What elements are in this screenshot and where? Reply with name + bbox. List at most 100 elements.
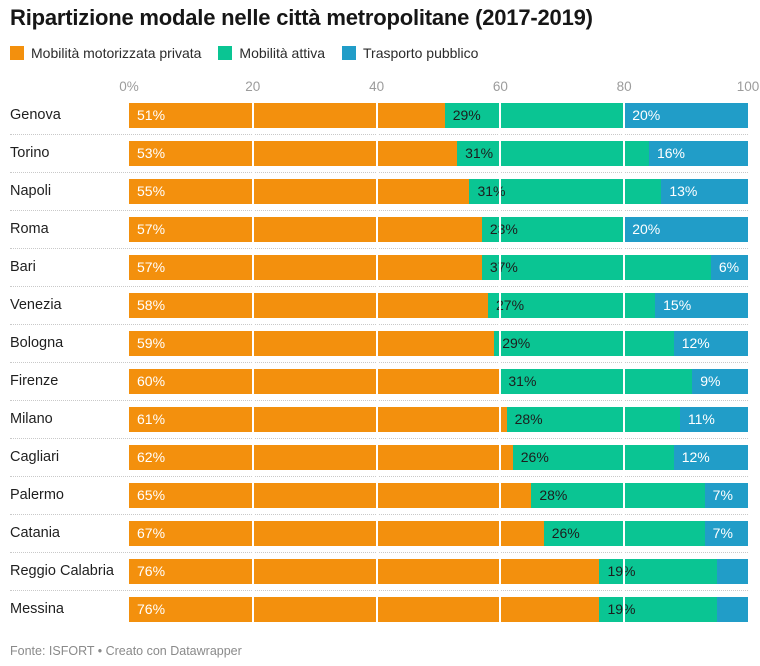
segment-value-label: 7% [712,487,733,503]
segment-value-label: 51% [137,107,166,123]
bar-segment[interactable]: 9% [692,369,748,394]
stacked-bar: 76% 19% [129,559,748,584]
legend-item-trasporto-pubblico: Trasporto pubblico [342,45,478,61]
bar-segment[interactable] [717,559,748,584]
bar-segment[interactable]: 19% [599,597,718,622]
axis-tick-label: 40 [369,79,385,94]
segment-value-label: 15% [663,297,692,313]
legend-item-label: Mobilità motorizzata privata [31,45,202,61]
stacked-bar: 67% 26% 7% [129,521,748,546]
chart-row: Palermo 65% 28% 7% [10,483,748,521]
bar-segment[interactable]: 13% [661,179,748,204]
bar-segment[interactable]: 28% [531,483,705,508]
segment-value-label: 55% [137,183,166,199]
category-label: Cagliari [10,449,60,465]
bar-segment[interactable]: 16% [648,141,748,166]
bar-segment[interactable]: 37% [481,255,711,280]
bar-segment[interactable]: 65% [129,483,532,508]
bar-segment[interactable]: 20% [624,103,748,128]
category-label: Firenze [10,373,59,389]
bar-segment[interactable]: 76% [129,559,600,584]
axis-tick-label: 0% [119,79,139,94]
bar-segment[interactable]: 7% [704,483,748,508]
segment-value-label: 28% [539,487,568,503]
segment-value-label: 26% [551,525,580,541]
bar-segment[interactable]: 28% [506,407,680,432]
legend-item-mobilita-motorizzata-privata: Mobilità motorizzata privata [10,45,201,61]
segment-value-label: 29% [452,107,481,123]
bar-segment[interactable]: 6% [710,255,748,280]
bar-segment[interactable]: 57% [129,217,482,242]
bar-segment[interactable]: 31% [457,141,649,166]
category-label: Palermo [10,487,64,503]
segment-value-label: 58% [137,297,166,313]
segment-value-label: 61% [137,411,166,427]
bar-segment[interactable]: 57% [129,255,482,280]
stacked-bar: 55% 31% 13% [129,179,748,204]
segment-value-label: 67% [137,525,166,541]
chart-row: Roma 57% 23% 20% [10,217,748,255]
bar-segment[interactable]: 23% [481,217,625,242]
segment-value-label: 26% [520,449,549,465]
segment-value-label: 31% [477,183,506,199]
bar-segment[interactable]: 26% [512,445,674,470]
chart-row: Genova 51% 29% 20% [10,103,748,141]
bar-segment[interactable]: 11% [679,407,748,432]
bar-segment[interactable]: 27% [488,293,656,318]
bar-segment[interactable]: 62% [129,445,513,470]
legend-swatch-orange-icon [10,46,24,60]
bar-segment[interactable]: 55% [129,179,470,204]
segment-value-label: 6% [718,259,740,275]
chart-row: Firenze 60% 31% 9% [10,369,748,407]
category-label: Venezia [10,297,62,313]
bar-segment[interactable]: 26% [543,521,705,546]
bar-segment[interactable]: 51% [129,103,445,128]
bar-segment[interactable]: 31% [500,369,693,394]
footer-attribution: Fonte: ISFORT • Creato con Datawrapper [10,644,242,658]
segment-value-label: 9% [700,373,721,389]
bar-segment[interactable] [717,597,748,622]
segment-value-label: 37% [489,259,518,275]
chart-row: Napoli 55% 31% 13% [10,179,748,217]
chart-row: Venezia 58% 27% 15% [10,293,748,331]
bar-segment[interactable]: 12% [673,445,748,470]
bar-segment[interactable]: 58% [129,293,489,318]
segment-value-label: 12% [681,335,710,351]
bar-segment[interactable]: 19% [599,559,718,584]
bar-segment[interactable]: 20% [624,217,748,242]
segment-value-label: 29% [502,335,531,351]
bar-segment[interactable]: 67% [129,521,544,546]
segment-value-label: 28% [514,411,543,427]
legend: Mobilità motorizzata privata Mobilità at… [10,45,478,61]
segment-value-label: 57% [137,259,166,275]
axis-tick-label: 100 [736,79,760,94]
bar-segment[interactable]: 76% [129,597,600,622]
bar-segment[interactable]: 53% [129,141,458,166]
bar-segment[interactable]: 29% [444,103,625,128]
segment-value-label: 13% [669,183,698,199]
chart-row: Bologna 59% 29% 12% [10,331,748,369]
category-label: Roma [10,221,49,237]
bar-segment[interactable]: 7% [704,521,748,546]
category-label: Bologna [10,335,64,351]
segment-value-label: 19% [607,601,636,617]
chart-row: Bari 57% 37% 6% [10,255,748,293]
bar-segment[interactable]: 60% [129,369,501,394]
category-label: Messina [10,601,64,617]
category-label: Catania [10,525,60,541]
stacked-bar: 53% 31% 16% [129,141,748,166]
chart-row: Reggio Calabria 76% 19% [10,559,748,597]
bar-segment[interactable]: 29% [494,331,674,356]
bar-segment[interactable]: 12% [673,331,748,356]
stacked-bar: 51% 29% 20% [129,103,748,128]
bar-segment[interactable]: 59% [129,331,495,356]
segment-value-label: 59% [137,335,166,351]
category-label: Genova [10,107,61,123]
bar-segment[interactable]: 15% [655,293,748,318]
bar-segment[interactable]: 61% [129,407,507,432]
segment-value-label: 76% [137,563,166,579]
chart-row: Milano 61% 28% 11% [10,407,748,445]
segment-value-label: 65% [137,487,166,503]
bar-segment[interactable]: 31% [469,179,662,204]
category-label: Napoli [10,183,52,199]
